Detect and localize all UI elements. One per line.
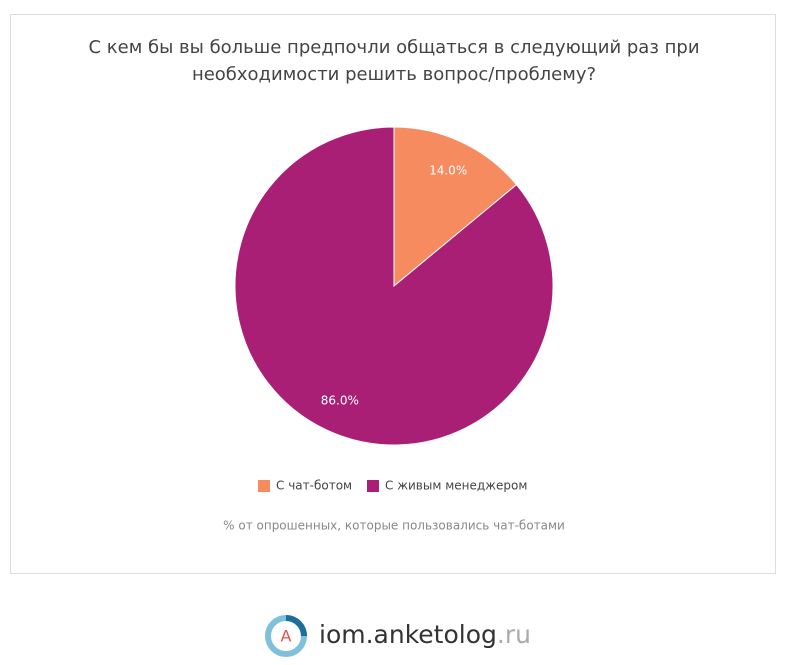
logo: A iom.anketolog.ru: [265, 615, 531, 657]
pie-slice: [393, 126, 518, 288]
logo-site: iom.anketolog: [319, 620, 497, 649]
pie-slice: [234, 126, 554, 446]
legend-label: С чат-ботом: [276, 479, 352, 493]
logo-domain: .ru: [497, 620, 531, 649]
logo-arc: [285, 615, 307, 637]
logo-center: [273, 623, 299, 649]
legend-swatch: [367, 480, 379, 492]
data-label: 14.0%: [429, 163, 467, 177]
chart-title: С кем бы вы больше предпочли общаться в …: [88, 37, 700, 85]
legend-label: С живым менеджером: [385, 479, 527, 493]
logo-text: iom.anketolog.ru: [319, 620, 531, 649]
legend-swatch: [258, 480, 270, 492]
chart-frame: [10, 14, 776, 574]
logo-letter: A: [281, 627, 292, 646]
data-label: 86.0%: [321, 394, 359, 408]
chart-note: % от опрошенных, которые пользовались ча…: [223, 519, 565, 533]
